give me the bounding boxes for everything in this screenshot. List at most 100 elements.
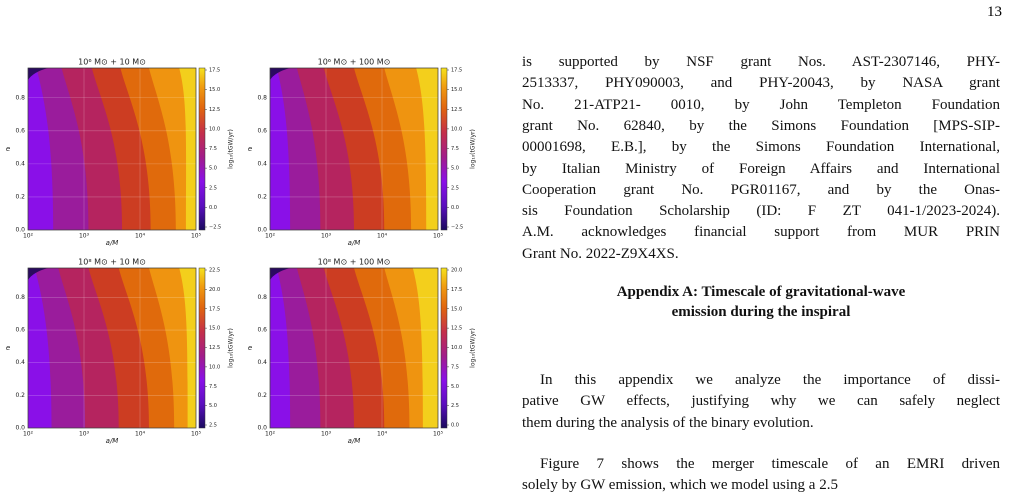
y-tick-label: 0.0 bbox=[15, 425, 25, 432]
colorbar-tick-label: 5.0 bbox=[209, 403, 217, 409]
y-tick-label: 0.6 bbox=[15, 327, 25, 334]
colorbar-tick-label: 20.0 bbox=[209, 287, 220, 293]
x-tick-label: 10⁵ bbox=[191, 431, 202, 438]
colorbar bbox=[440, 267, 448, 429]
x-axis-label: a/M bbox=[348, 437, 361, 445]
colorbar-label: log₁₀(tGW/yr) bbox=[228, 129, 235, 169]
y-tick-label: 0.0 bbox=[257, 227, 267, 234]
colorbar-tick-label: 0.0 bbox=[451, 423, 459, 429]
section-heading: emission during the inspiral bbox=[671, 304, 851, 320]
text-line: Grant No. 2022-Z9X4XS. bbox=[522, 245, 679, 262]
text-line: A.M. acknowledges financial support from… bbox=[522, 224, 1000, 241]
y-tick-label: 0.8 bbox=[15, 94, 25, 101]
text-line: solely by GW emission, which we model us… bbox=[522, 477, 838, 494]
y-tick-label: 0.0 bbox=[15, 227, 25, 234]
y-tick-label: 0.4 bbox=[257, 359, 267, 366]
text-line: sis Foundation Scholarship (ID: F ZT 041… bbox=[522, 203, 1000, 220]
colorbar-tick-label: 10.0 bbox=[209, 126, 220, 132]
y-tick-label: 0.2 bbox=[15, 193, 25, 200]
x-tick-label: 10⁴ bbox=[377, 431, 388, 438]
y-tick-label: 0.4 bbox=[15, 359, 25, 366]
x-tick-label: 10² bbox=[265, 431, 276, 438]
colorbar-tick-label: 10.0 bbox=[451, 345, 462, 351]
text-line: is supported by NSF grant Nos. AST-23071… bbox=[522, 54, 1000, 70]
colorbar-tick-label: 5.0 bbox=[209, 166, 217, 172]
colorbar-tick-label: 7.5 bbox=[209, 146, 217, 152]
page: {"page_number":"13", "figure":{"panels":… bbox=[5, 4, 1002, 494]
panel: 10⁶ M⊙ + 10 M⊙ 0.0 0.2 0.4 0.6 0.8 10² 10³ 10⁴ 10… bbox=[6, 58, 235, 248]
colorbar-tick-label: 2.5 bbox=[451, 185, 459, 191]
x-axis-label: a/M bbox=[106, 437, 119, 445]
panel: 10⁸ M⊙ + 10 M⊙ 0.0 0.2 0.4 0.6 0.8 10² 10³ 10⁴ 10… bbox=[6, 258, 235, 446]
colorbar-tick-label: 17.5 bbox=[209, 68, 220, 74]
colorbar-tick-label: 2.5 bbox=[451, 403, 459, 409]
colorbar-tick-label: 0.0 bbox=[209, 205, 217, 211]
contour-corner bbox=[270, 68, 291, 80]
y-tick-label: 0.0 bbox=[257, 425, 267, 432]
x-tick-label: 10² bbox=[265, 233, 276, 240]
colorbar-tick-label: −2.5 bbox=[209, 225, 221, 231]
x-tick-label: 10³ bbox=[321, 233, 332, 240]
page-number: 13 bbox=[987, 4, 1002, 20]
colorbar-tick-label: 2.5 bbox=[209, 185, 217, 191]
colorbar-tick-label: 5.0 bbox=[451, 166, 459, 172]
y-tick-label: 0.2 bbox=[15, 392, 25, 399]
y-tick-label: 0.8 bbox=[15, 294, 25, 301]
colorbar-tick-label: 17.5 bbox=[451, 68, 462, 74]
colorbar-tick-label: 15.0 bbox=[209, 326, 220, 332]
contour-band bbox=[179, 68, 196, 230]
colorbar-label: log₁₀(tGW/yr) bbox=[228, 328, 235, 368]
y-tick-label: 0.6 bbox=[257, 327, 267, 334]
x-tick-label: 10⁴ bbox=[135, 233, 146, 240]
text-line: 2513337, PHY090003, and PHY-20043, by NA… bbox=[522, 75, 1000, 92]
colorbar-tick-label: 17.5 bbox=[209, 306, 220, 312]
panel: 10⁸ M⊙ + 100 M⊙ 0.0 0.2 0.4 0.6 0.8 10² 10³ 10⁴ 1… bbox=[248, 258, 477, 446]
colorbar-tick-label: 10.0 bbox=[451, 126, 462, 132]
y-axis-label: e bbox=[248, 145, 252, 153]
contour-corner bbox=[28, 68, 49, 80]
colorbar bbox=[440, 67, 448, 231]
x-tick-label: 10² bbox=[23, 233, 34, 240]
y-tick-label: 0.6 bbox=[15, 127, 25, 134]
x-tick-label: 10⁴ bbox=[377, 233, 388, 240]
y-axis-label: e bbox=[6, 344, 10, 352]
contour-band bbox=[179, 268, 196, 428]
x-tick-label: 10⁵ bbox=[191, 233, 202, 240]
colorbar-tick-label: 0.0 bbox=[451, 205, 459, 211]
text-line: Figure 7 shows the merger timescale of a… bbox=[540, 456, 1000, 472]
text-line: Cooperation grant No. PGR01167, and by t… bbox=[522, 181, 1000, 198]
colorbar-tick-label: 15.0 bbox=[209, 87, 220, 93]
y-tick-label: 0.4 bbox=[15, 160, 25, 167]
colorbar-tick-label: 7.5 bbox=[451, 364, 459, 370]
x-tick-label: 10³ bbox=[79, 431, 90, 438]
panel-title: 10⁶ M⊙ + 10 M⊙ bbox=[78, 58, 146, 67]
colorbar-tick-label: 12.5 bbox=[209, 345, 220, 351]
colorbar-tick-label: 2.5 bbox=[209, 423, 217, 429]
contour-band bbox=[148, 268, 196, 428]
panel-title: 10⁶ M⊙ + 100 M⊙ bbox=[318, 58, 391, 67]
colorbar-tick-label: 5.0 bbox=[451, 384, 459, 390]
text-line: In this appendix we analyze the importan… bbox=[540, 372, 1000, 388]
colorbar bbox=[198, 67, 206, 231]
panel-title: 10⁸ M⊙ + 10 M⊙ bbox=[78, 258, 146, 267]
colorbar-tick-label: 7.5 bbox=[451, 146, 459, 152]
y-tick-label: 0.6 bbox=[257, 127, 267, 134]
y-tick-label: 0.8 bbox=[257, 294, 267, 301]
x-tick-label: 10³ bbox=[321, 431, 332, 438]
colorbar-tick-label: 15.0 bbox=[451, 306, 462, 312]
text-line: grant No. 62840, by the Simons Foundatio… bbox=[522, 117, 1000, 134]
text-line: them during the analysis of the binary e… bbox=[522, 414, 814, 431]
text-line: No. 21-ATP21- 0010, by John Templeton Fo… bbox=[522, 96, 1000, 113]
text-line: 00001698, E.B.], by the Simons Foundatio… bbox=[522, 139, 1000, 156]
colorbar-tick-label: 7.5 bbox=[209, 384, 217, 390]
y-tick-label: 0.4 bbox=[257, 160, 267, 167]
x-tick-label: 10² bbox=[23, 431, 34, 438]
panel-title: 10⁸ M⊙ + 100 M⊙ bbox=[318, 258, 391, 267]
colorbar-label: log₁₀(tGW/yr) bbox=[470, 328, 477, 368]
x-tick-label: 10⁵ bbox=[433, 431, 444, 438]
y-tick-label: 0.2 bbox=[257, 392, 267, 399]
text-line: pative GW effects, justifying why we can… bbox=[522, 393, 1000, 410]
colorbar-tick-label: −2.5 bbox=[451, 225, 463, 231]
y-tick-label: 0.2 bbox=[257, 193, 267, 200]
